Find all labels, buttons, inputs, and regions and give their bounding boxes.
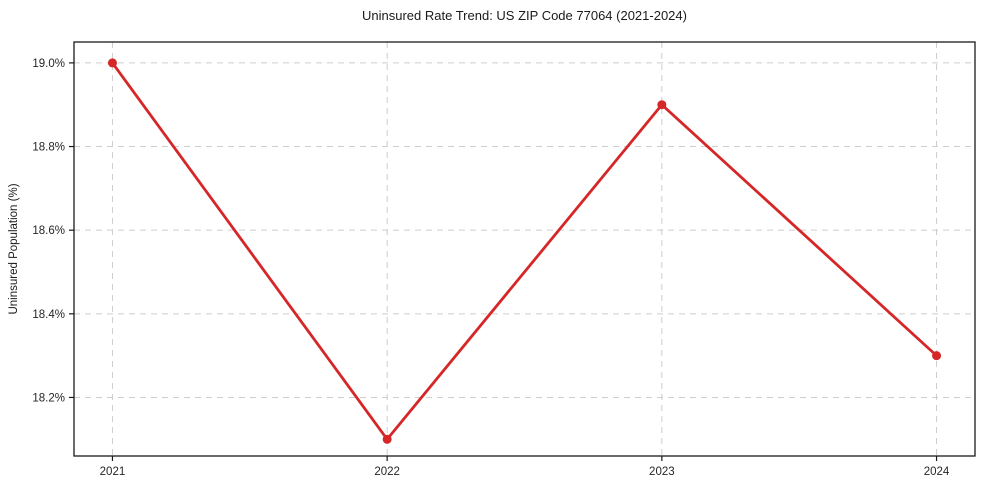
data-point — [657, 100, 667, 110]
y-tick-label: 18.4% — [32, 309, 65, 321]
x-tick-label: 2024 — [924, 466, 950, 478]
y-tick-label: 18.2% — [32, 392, 65, 404]
data-point — [107, 58, 117, 68]
data-point — [382, 434, 392, 444]
x-tick-label: 2021 — [100, 466, 126, 478]
x-tick-label: 2022 — [374, 466, 400, 478]
plot-border — [73, 41, 976, 457]
y-tick-label: 19.0% — [32, 58, 65, 70]
data-point — [932, 351, 942, 361]
y-tick-label: 18.6% — [32, 225, 65, 237]
chart-title: Uninsured Rate Trend: US ZIP Code 77064 … — [362, 8, 687, 23]
x-tick-label: 2023 — [649, 466, 675, 478]
trend-line — [111, 61, 938, 441]
y-tick-label: 18.8% — [32, 142, 65, 154]
